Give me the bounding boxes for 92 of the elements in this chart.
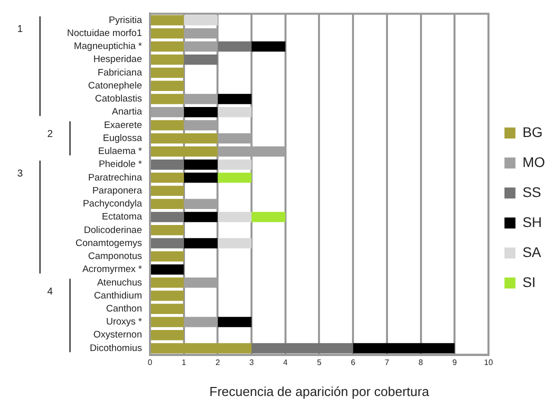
bar: [151, 304, 184, 314]
y-tick-label: Acromyrmex *: [82, 264, 142, 276]
bar: [218, 238, 252, 248]
x-tick-label: 4: [283, 358, 288, 367]
text: 2: [47, 129, 54, 140]
bar: [151, 290, 184, 301]
x-tick-label: 5: [317, 358, 322, 367]
bar: [151, 172, 184, 183]
bar: [151, 278, 184, 288]
x-tick-label: 6: [350, 358, 356, 367]
bar: [218, 94, 252, 104]
y-tick-label: Atenuchus: [97, 277, 142, 288]
y-tick-label: Euglossa: [102, 132, 143, 144]
y-tick-label: Hesperidae: [93, 54, 142, 66]
bar: [151, 15, 184, 26]
bar: [184, 54, 218, 65]
legend-label: SA: [522, 244, 542, 260]
y-tick-label: Camponotus: [88, 251, 142, 262]
bar: [218, 41, 252, 52]
bar: [151, 316, 184, 328]
y-tick-label: Conamtogemys: [75, 238, 142, 249]
y-tick-label: Paraponera: [92, 185, 143, 196]
bar: [252, 41, 286, 52]
bar: [252, 343, 354, 354]
y-tick-label: Canthon: [106, 304, 142, 315]
y-tick-label: Dolicoderinae: [84, 224, 142, 236]
legend-label: BG: [522, 124, 543, 140]
x-tick-label: 10: [484, 358, 494, 367]
bar: [151, 94, 184, 104]
x-tick-label: 8: [418, 358, 424, 367]
text: 1: [17, 24, 24, 36]
bar: [151, 146, 218, 157]
x-axis-title: Frecuencia de aparición por cobertura: [209, 384, 430, 399]
bar: [151, 330, 184, 340]
bar: [151, 186, 184, 196]
bar: [218, 159, 252, 170]
bar: [252, 212, 286, 222]
y-tick-label: Ectatoma: [102, 212, 143, 223]
y-tick-label: Canthidium: [94, 290, 142, 302]
legend-label: MO: [522, 154, 546, 170]
bar: [151, 80, 184, 91]
bar: [151, 225, 184, 236]
bar: [151, 41, 184, 52]
y-tick-label: Anartia: [112, 106, 143, 118]
bar: [184, 159, 218, 170]
y-tick-label: Eulaema *: [98, 146, 142, 158]
bar: [184, 106, 218, 118]
legend-label: SI: [522, 274, 536, 290]
bar: [151, 238, 184, 248]
bar: [184, 212, 218, 222]
bar: [151, 54, 184, 65]
x-tick-label: 7: [384, 358, 390, 367]
bar: [218, 106, 252, 118]
bar: [184, 238, 218, 248]
bar: [353, 343, 455, 354]
bar: [151, 251, 184, 262]
y-tick-label: Pheidole *: [98, 159, 142, 170]
bar: [151, 159, 184, 170]
bar: [151, 198, 184, 210]
x-tick-label: 9: [452, 358, 458, 367]
legend-label: SH: [522, 214, 542, 230]
y-tick-label: Magneuptichia *: [74, 41, 142, 52]
bar: [151, 28, 184, 38]
y-tick-label: Uroxys *: [106, 316, 142, 328]
text: 3: [17, 168, 24, 180]
bar: [184, 172, 218, 183]
x-tick-label: 2: [215, 358, 220, 367]
bar: [151, 133, 218, 144]
bar: [218, 316, 252, 328]
bar: [151, 120, 184, 130]
bar: [151, 212, 184, 222]
y-tick-label: Dicothomius: [90, 342, 142, 354]
x-tick-label: 0: [148, 358, 153, 367]
bar: [218, 212, 252, 222]
y-tick-label: Fabriciana: [98, 67, 143, 78]
bar: [151, 264, 184, 275]
bar: [218, 172, 252, 183]
bar: [151, 68, 184, 78]
y-tick-label: Pyrisitia: [108, 14, 143, 26]
y-tick-label: Paratrechina: [88, 172, 143, 184]
y-tick-label: Catoblastis: [95, 94, 142, 105]
legend-label: SS: [522, 184, 542, 200]
bar: [184, 15, 218, 26]
y-tick-label: Pachycondyla: [82, 198, 143, 210]
y-tick-label: Oxysternon: [93, 330, 142, 341]
x-tick-label: 3: [249, 358, 254, 367]
text: 4: [47, 286, 54, 298]
y-tick-label: Noctuidae morfo1: [67, 28, 142, 40]
bar: [151, 343, 252, 354]
y-tick-label: Exaerete: [104, 120, 142, 131]
y-tick-label: Catonephele: [88, 80, 142, 92]
x-tick-label: 1: [182, 358, 187, 367]
